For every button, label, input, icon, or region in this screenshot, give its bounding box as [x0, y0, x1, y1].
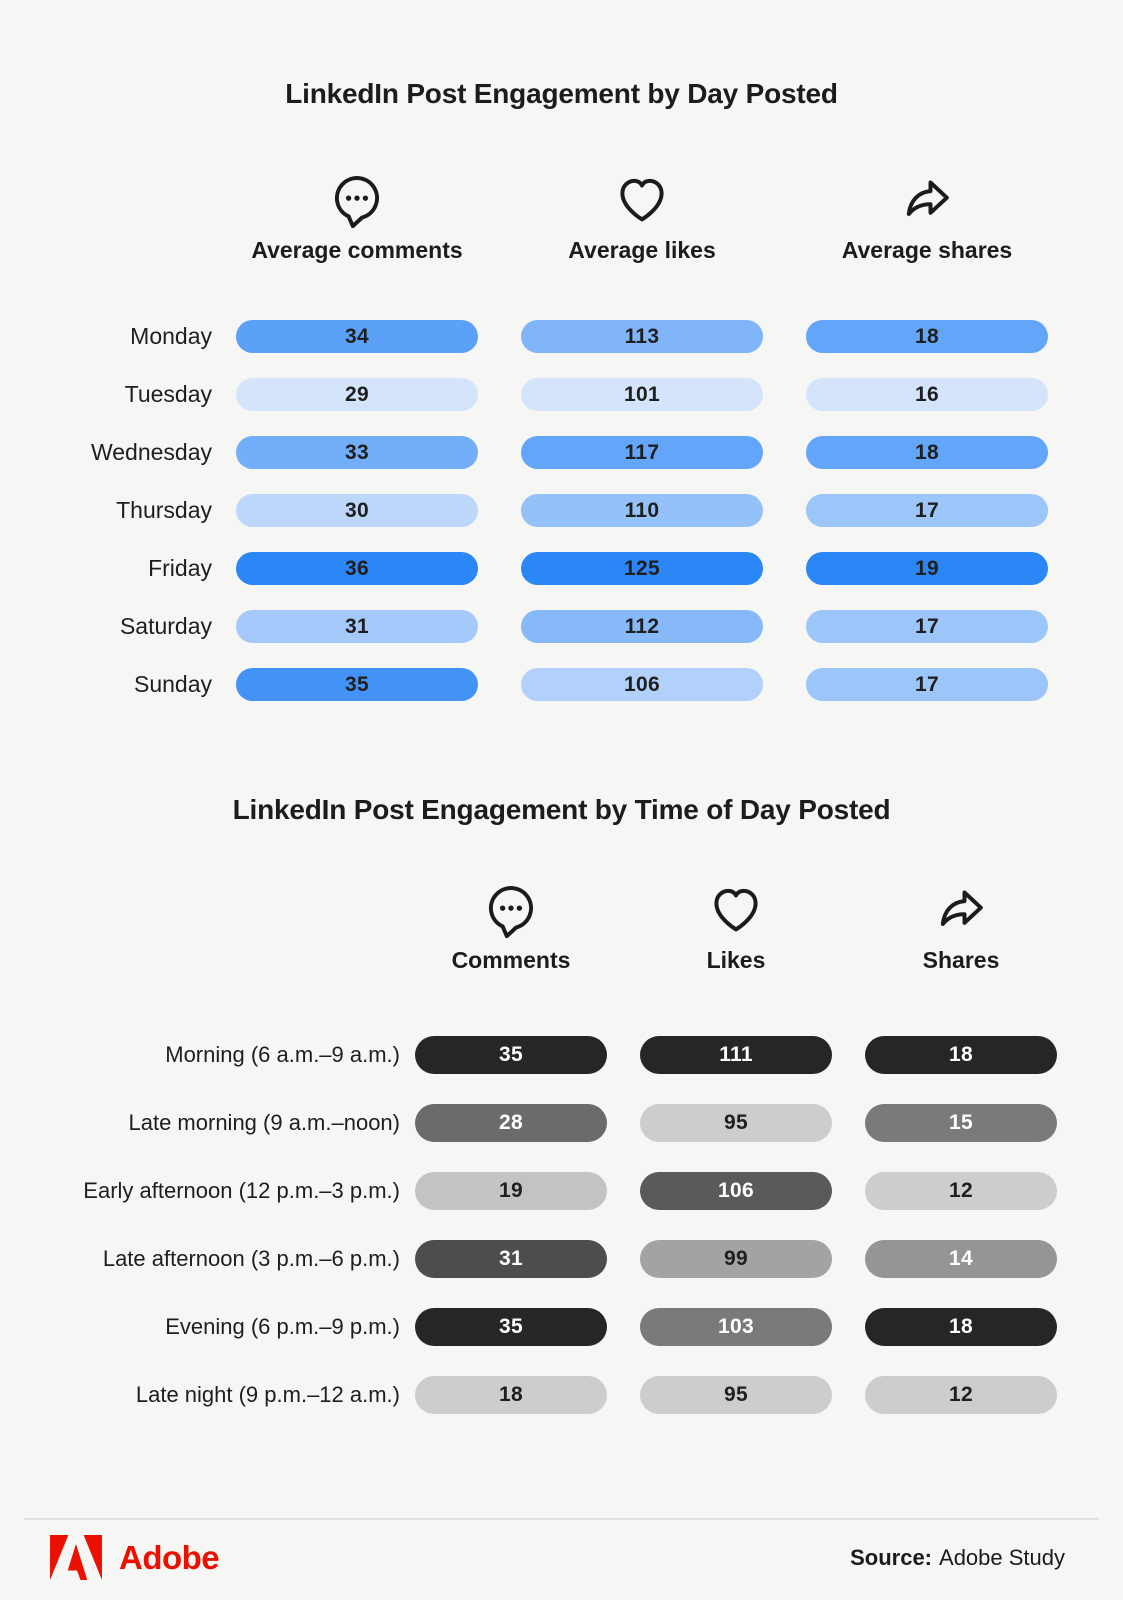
- value-pill: 106: [640, 1172, 832, 1211]
- value-pill: 113: [521, 320, 763, 354]
- row-label: Monday: [130, 323, 212, 350]
- value-pill: 31: [415, 1240, 607, 1279]
- chart-row: Morning (6 a.m.–9 a.m.) 35 111 18: [0, 1036, 1123, 1075]
- source-value: Adobe Study: [939, 1544, 1065, 1570]
- value-pill: 106: [521, 668, 763, 702]
- value-pill: 12: [865, 1376, 1057, 1415]
- chart-row: Sunday 35 106 17: [0, 668, 1123, 702]
- column-headers-by-time: Comments Likes Shares: [0, 882, 1123, 974]
- value-pill: 125: [521, 552, 763, 586]
- comment-icon: [329, 172, 385, 229]
- row-label: Wednesday: [90, 439, 212, 466]
- value-pill: 17: [806, 668, 1048, 702]
- chart-row: Evening (6 p.m.–9 p.m.) 35 103 18: [0, 1308, 1123, 1347]
- value-pill: 16: [806, 378, 1048, 412]
- value-pill: 18: [806, 436, 1048, 470]
- chart-row: Early afternoon (12 p.m.–3 p.m.) 19 106 12: [0, 1172, 1123, 1211]
- column-label: Comments: [451, 947, 571, 974]
- value-pill: 18: [806, 320, 1048, 354]
- adobe-a-icon: [50, 1535, 102, 1580]
- value-pill: 17: [806, 610, 1048, 644]
- column-label: Shares: [922, 947, 1000, 974]
- row-label: Late afternoon (3 p.m.–6 p.m.): [102, 1246, 400, 1272]
- value-pill: 30: [236, 494, 478, 528]
- row-label: Early afternoon (12 p.m.–3 p.m.): [83, 1178, 400, 1204]
- column-label: Average comments: [251, 237, 463, 264]
- value-pill: 110: [521, 494, 763, 528]
- value-pill: 29: [236, 378, 478, 412]
- row-label: Late morning (9 a.m.–noon): [128, 1110, 401, 1136]
- chart-row: Late morning (9 a.m.–noon) 28 95 15: [0, 1104, 1123, 1143]
- value-pill: 19: [415, 1172, 607, 1211]
- chart-title-by-time: LinkedIn Post Engagement by Time of Day …: [232, 794, 891, 826]
- row-label: Evening (6 p.m.–9 p.m.): [165, 1314, 400, 1340]
- row-label: Saturday: [119, 613, 212, 640]
- value-pill: 12: [865, 1172, 1057, 1211]
- row-label: Tuesday: [124, 381, 212, 408]
- value-pill: 36: [236, 552, 478, 586]
- chart-title-by-day: LinkedIn Post Engagement by Day Posted: [285, 78, 838, 109]
- column-label: Likes: [706, 947, 766, 974]
- comment-icon: [483, 882, 539, 939]
- value-pill: 35: [415, 1036, 607, 1075]
- chart-row: Monday 34 113 18: [0, 320, 1123, 354]
- column-headers-by-day: Average comments Average likes Average sha…: [0, 172, 1123, 264]
- value-pill: 35: [236, 668, 478, 702]
- row-label: Late night (9 p.m.–12 a.m.): [135, 1382, 400, 1408]
- row-label: Morning (6 a.m.–9 a.m.): [165, 1042, 400, 1068]
- heart-icon: [614, 172, 670, 228]
- value-pill: 14: [865, 1240, 1057, 1279]
- column-header-shares: Shares: [865, 882, 1057, 974]
- column-label: Average likes: [568, 237, 716, 264]
- share-icon: [899, 172, 955, 228]
- value-pill: 117: [521, 436, 763, 470]
- column-header-likes: Likes: [640, 882, 832, 974]
- chart-row: Saturday 31 112 17: [0, 610, 1123, 644]
- chart-rows-by-day: Monday 34 113 18 Tuesday 29 101 16 Wednesday 33 11…: [0, 320, 1123, 702]
- row-label: Thursday: [116, 497, 212, 524]
- value-pill: 101: [521, 378, 763, 412]
- value-pill: 95: [640, 1104, 832, 1143]
- chart-row: Late afternoon (3 p.m.–6 p.m.) 31 99 14: [0, 1240, 1123, 1279]
- column-header-average-likes: Average likes: [521, 172, 763, 264]
- value-pill: 28: [415, 1104, 607, 1143]
- value-pill: 31: [236, 610, 478, 644]
- source-credit: Source: Adobe Study: [850, 1545, 1065, 1571]
- value-pill: 34: [236, 320, 478, 354]
- column-header-comments: Comments: [415, 882, 607, 974]
- chart-engagement-by-time: LinkedIn Post Engagement by Time of Day …: [0, 726, 1123, 1444]
- row-label: Friday: [148, 555, 212, 582]
- heart-icon: [708, 882, 764, 938]
- value-pill: 112: [521, 610, 763, 644]
- value-pill: 99: [640, 1240, 832, 1279]
- share-icon: [933, 882, 989, 938]
- value-pill: 17: [806, 494, 1048, 528]
- value-pill: 18: [415, 1376, 607, 1415]
- value-pill: 15: [865, 1104, 1057, 1143]
- chart-rows-by-time: Morning (6 a.m.–9 a.m.) 35 111 18 Late morni…: [0, 1036, 1123, 1415]
- source-label: Source:: [850, 1544, 933, 1570]
- footer-divider: [24, 1518, 1099, 1520]
- adobe-wordmark: Adobe: [119, 1538, 220, 1576]
- chart-row: Friday 36 125 19: [0, 552, 1123, 586]
- value-pill: 95: [640, 1376, 832, 1415]
- row-label: Sunday: [133, 671, 212, 698]
- value-pill: 18: [865, 1036, 1057, 1075]
- value-pill: 103: [640, 1308, 832, 1347]
- value-pill: 19: [806, 552, 1048, 586]
- value-pill: 33: [236, 436, 478, 470]
- value-pill: 35: [415, 1308, 607, 1347]
- column-header-average-comments: Average comments: [236, 172, 478, 264]
- chart-row: Tuesday 29 101 16: [0, 378, 1123, 412]
- chart-row: Thursday 30 110 17: [0, 494, 1123, 528]
- chart-row: Late night (9 p.m.–12 a.m.) 18 95 12: [0, 1376, 1123, 1415]
- footer: Adobe Source: Adobe Study: [0, 1518, 1123, 1600]
- chart-engagement-by-day: LinkedIn Post Engagement by Day Posted A…: [0, 0, 1123, 726]
- column-label: Average shares: [841, 237, 1013, 264]
- value-pill: 111: [640, 1036, 832, 1075]
- chart-row: Wednesday 33 117 18: [0, 436, 1123, 470]
- column-header-average-shares: Average shares: [806, 172, 1048, 264]
- adobe-logo: Adobe: [50, 1535, 220, 1580]
- value-pill: 18: [865, 1308, 1057, 1347]
